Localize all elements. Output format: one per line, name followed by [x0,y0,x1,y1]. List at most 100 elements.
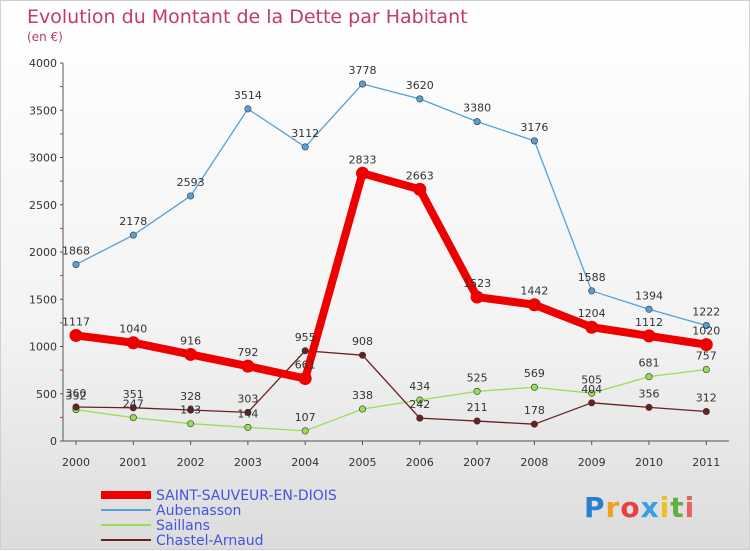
data-label: 681 [639,357,660,370]
data-label: 356 [639,387,660,400]
x-tick-label: 2001 [119,456,147,469]
x-tick-label: 2005 [349,456,377,469]
data-point [184,347,198,361]
data-point [244,105,252,113]
data-label: 211 [467,401,488,414]
legend-label: SAINT-SAUVEUR-EN-DIOIS [156,488,337,504]
data-label: 247 [123,398,144,411]
data-label: 3620 [406,79,434,92]
data-point [416,95,424,103]
data-label: 360 [66,387,87,400]
data-label: 3514 [234,89,262,102]
data-point [416,414,424,422]
data-point [358,80,366,88]
data-label: 303 [237,392,258,405]
data-label: 908 [352,335,373,348]
data-point [530,420,538,428]
data-label: 1117 [62,315,90,328]
y-tick-label: 1000 [29,341,57,354]
data-label: 1523 [463,277,491,290]
y-tick-label: 4000 [29,57,57,70]
data-point [241,359,255,373]
data-point [301,427,309,435]
data-point [244,423,252,431]
data-label: 2593 [177,176,205,189]
data-point [530,137,538,145]
data-label: 1868 [62,244,90,257]
x-tick-label: 2004 [291,456,319,469]
data-label: 178 [524,404,545,417]
legend-label: Chastel-Arnaud [156,533,264,549]
data-label: 312 [696,392,717,405]
data-label: 1204 [578,307,606,320]
data-point [473,387,481,395]
x-tick-label: 2002 [177,456,205,469]
data-point [358,351,366,359]
data-label: 107 [295,411,316,424]
data-point [187,406,195,414]
data-label: 1588 [578,271,606,284]
y-tick-label: 500 [36,388,57,401]
data-label: 916 [180,334,201,347]
x-tick-label: 2007 [463,456,491,469]
data-point [527,298,541,312]
legend-label: Aubenasson [156,503,241,519]
data-label: 3112 [291,127,319,140]
proxiti-logo: Proxiti [584,491,696,524]
y-tick-label: 1500 [29,293,57,306]
data-point [129,231,137,239]
data-point [129,404,137,412]
data-point [301,347,309,355]
data-label: 1112 [635,316,663,329]
data-point [645,373,653,381]
chart-subtitle: (en €) [27,30,63,44]
x-tick-label: 2011 [692,456,720,469]
data-label: 328 [180,390,201,403]
data-label: 332 [66,390,87,403]
data-point [470,290,484,304]
data-point [702,322,710,330]
data-label: 505 [581,373,602,386]
data-label: 404 [581,383,602,396]
data-point [244,408,252,416]
data-point [301,143,309,151]
data-label: 3176 [520,121,548,134]
x-tick-label: 2006 [406,456,434,469]
data-label: 144 [237,407,258,420]
series-line-2 [75,368,707,432]
data-label: 1020 [692,325,720,338]
x-tick-label: 2003 [234,456,262,469]
x-tick-label: 2000 [62,456,90,469]
series-line-1 [75,83,707,327]
data-label: 183 [180,404,201,417]
x-tick-label: 2009 [578,456,606,469]
data-label: 3778 [349,64,377,77]
data-label: 1222 [692,306,720,319]
data-label: 955 [295,331,316,344]
data-point [588,389,596,397]
data-point [356,166,369,180]
data-label: 434 [409,380,430,393]
data-label: 338 [352,389,373,402]
data-point [473,118,481,126]
data-point [72,260,80,268]
data-label: 569 [524,367,545,380]
data-point [642,329,656,343]
data-label: 351 [123,388,144,401]
chart-title: Evolution du Montant de la Dette par Hab… [27,6,468,28]
data-point [416,396,424,404]
data-point [126,336,140,350]
data-point [585,320,599,334]
data-label: 1442 [520,285,548,298]
data-point [702,408,710,416]
data-point [473,417,481,425]
data-point [702,365,710,373]
data-point [72,403,80,411]
y-tick-label: 2500 [29,199,57,212]
legend-label: Saillans [156,518,210,534]
y-tick-label: 3000 [29,152,57,165]
data-point [645,305,653,313]
data-point [588,399,596,407]
series-line-0 [72,169,711,383]
data-point [588,287,596,295]
